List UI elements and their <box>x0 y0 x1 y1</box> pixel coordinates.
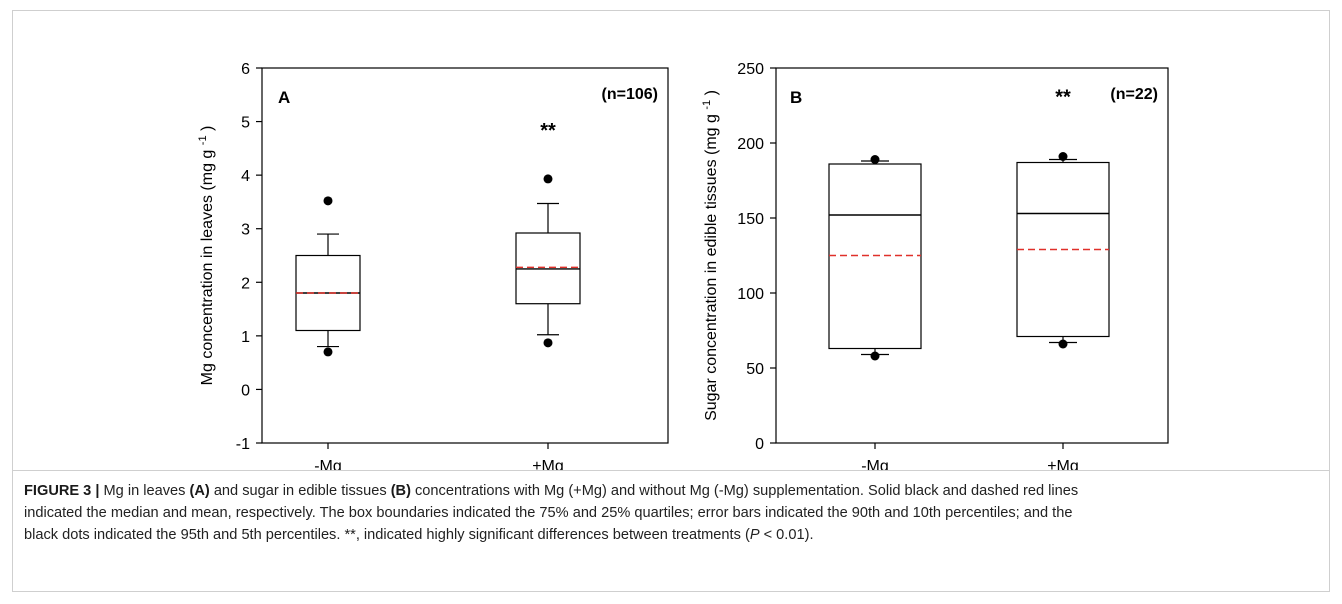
y-tick-label: 6 <box>241 61 250 78</box>
chart-panel-B: 0 50 100 150 200 250 -Mg +Mg Sugar concentration… <box>701 61 1169 470</box>
p95-dot <box>323 196 333 206</box>
x-tick-label: +Mg <box>1047 458 1079 470</box>
panel-label: B <box>790 88 802 107</box>
box-iqr <box>828 163 922 350</box>
y-tick-label: 200 <box>737 136 764 153</box>
caption-run: concentrations with Mg (+Mg) and without… <box>410 483 1079 499</box>
p5-dot <box>1058 339 1068 349</box>
chart-panel-A: -1 0 1 2 3 4 5 6 -Mg +Mg Mg concentration in leave… <box>197 61 669 470</box>
y-tick-label: 250 <box>737 61 764 78</box>
y-tick-label: 5 <box>241 115 250 132</box>
y-tick-label: 4 <box>241 168 250 185</box>
p5-dot <box>870 351 880 361</box>
y-axis-title: Sugar concentration in edible tissues (m… <box>701 90 720 421</box>
sample-size-label: (n=22) <box>1110 86 1158 103</box>
y-axis-title: Mg concentration in leaves (mg g -1 ) <box>197 126 216 386</box>
p95-dot <box>543 174 553 184</box>
x-tick-label: -Mg <box>861 458 889 470</box>
x-tick-label: -Mg <box>314 458 342 470</box>
plot-area-border <box>775 67 1169 444</box>
figure-caption: FIGURE 3 | Mg in leaves (A) and sugar in… <box>24 480 1324 546</box>
caption-run: < 0.01). <box>759 527 814 543</box>
figure-chart: -1 0 1 2 3 4 5 6 -Mg +Mg Mg concentration in leave… <box>197 61 1169 470</box>
caption-run: (A) <box>189 483 210 499</box>
y-tick-label: 150 <box>737 211 764 228</box>
p95-dot <box>1058 152 1068 161</box>
box--Mg <box>295 196 361 357</box>
p5-dot <box>543 338 553 348</box>
panel-label: A <box>278 88 290 107</box>
caption-text: Mg in leaves (A) and sugar in edible tis… <box>24 483 1078 543</box>
y-tick-label: 1 <box>241 329 250 346</box>
significance-marker: ** <box>540 120 556 142</box>
sample-size-label: (n=106) <box>602 86 658 103</box>
y-tick-label: 3 <box>241 222 250 239</box>
caption-label: FIGURE 3 | <box>24 483 100 499</box>
box--Mg <box>828 155 922 361</box>
box-+Mg <box>1016 152 1110 349</box>
caption-run: (B) <box>390 483 411 499</box>
caption-run: P <box>749 527 760 543</box>
y-tick-label: -1 <box>236 436 250 453</box>
significance-marker: ** <box>1055 87 1071 109</box>
plot-area-border <box>261 67 669 444</box>
caption-run: and sugar in edible tissues <box>209 483 391 499</box>
p5-dot <box>323 347 333 357</box>
caption-separator <box>12 470 1330 471</box>
y-tick-label: 50 <box>746 361 764 378</box>
y-tick-label: 0 <box>755 436 764 453</box>
caption-run: black dots indicated the 95th and 5th pe… <box>24 527 750 543</box>
box-+Mg <box>515 174 581 348</box>
caption-run: indicated the median and mean, respectiv… <box>24 505 1073 521</box>
y-tick-label: 2 <box>241 275 250 292</box>
figure-frame <box>12 10 1330 592</box>
y-tick-label: 0 <box>241 382 250 399</box>
p95-dot <box>870 155 880 164</box>
y-tick-label: 100 <box>737 286 764 303</box>
caption-run: Mg in leaves <box>99 483 190 499</box>
x-tick-label: +Mg <box>532 458 564 470</box>
